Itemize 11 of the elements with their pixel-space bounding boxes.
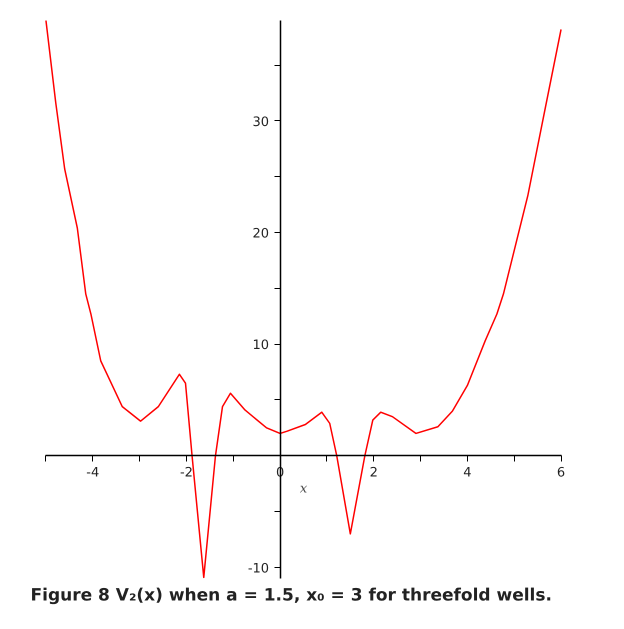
y-tick-label: 30 bbox=[252, 114, 270, 130]
text: Figure 8 V₂(x) when a = 1.5, x₀ = 3 for threefold wells. bbox=[30, 586, 552, 606]
x-tick-label: 4 bbox=[463, 466, 472, 481]
x-tick-label: 2 bbox=[370, 466, 378, 481]
y-tick-label: 20 bbox=[252, 226, 270, 242]
y-tick-label: 10 bbox=[252, 338, 270, 354]
x-tick-label: -4 bbox=[86, 466, 100, 481]
y-tick-label: -10 bbox=[248, 561, 270, 576]
x-axis-title: x bbox=[300, 482, 308, 496]
x-tick-label: 6 bbox=[556, 466, 566, 481]
x-tick-label: -2 bbox=[180, 466, 193, 481]
